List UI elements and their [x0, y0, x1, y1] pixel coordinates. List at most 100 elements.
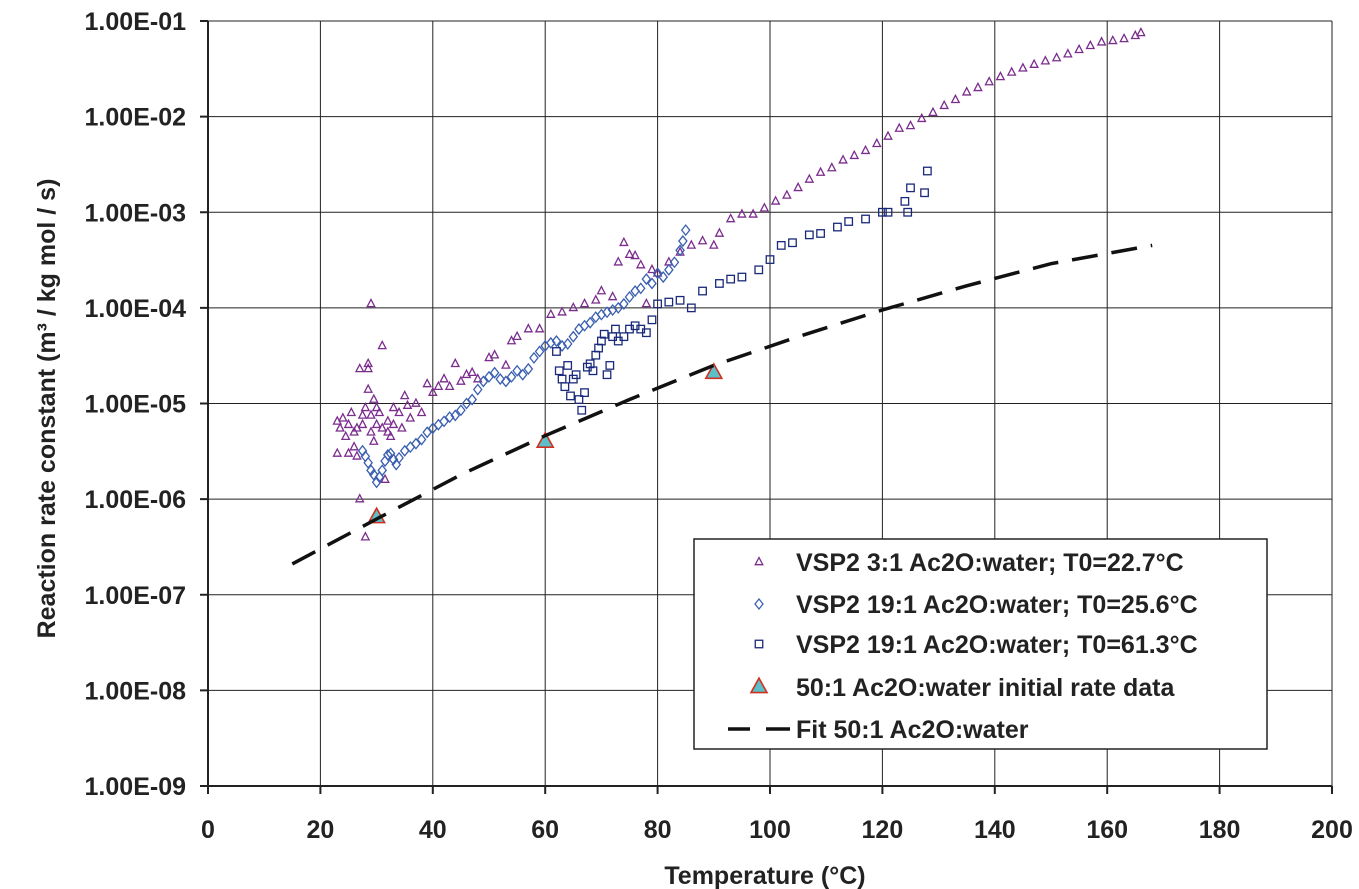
data-point	[568, 301, 579, 312]
data-point	[849, 149, 860, 160]
data-point	[416, 433, 427, 446]
data-point	[377, 422, 388, 432]
data-point	[906, 183, 915, 193]
y-tick-label: 1.00E-01	[85, 8, 187, 36]
data-point	[591, 350, 601, 360]
data-point	[697, 235, 708, 245]
data-point	[439, 415, 449, 428]
data-point	[557, 374, 567, 384]
data-point	[577, 405, 587, 415]
data-point	[366, 409, 376, 419]
data-point	[506, 335, 517, 345]
data-point	[602, 370, 612, 380]
x-tick-label: 40	[419, 816, 447, 844]
data-point	[653, 299, 662, 309]
data-point	[371, 401, 382, 412]
data-point	[1018, 62, 1028, 72]
data-point	[552, 347, 561, 356]
data-point	[984, 76, 995, 86]
data-point	[759, 202, 770, 212]
data-point	[894, 122, 905, 132]
data-point	[641, 273, 652, 286]
data-point	[928, 106, 938, 117]
data-point	[599, 329, 609, 339]
data-point	[383, 448, 393, 461]
data-point	[708, 239, 719, 249]
data-point	[714, 227, 725, 237]
data-point	[354, 363, 365, 373]
data-point	[368, 468, 379, 481]
data-point	[737, 272, 747, 282]
data-point	[388, 453, 399, 466]
data-point	[607, 291, 618, 301]
data-point	[366, 298, 376, 308]
data-point	[833, 222, 842, 232]
data-point	[1063, 48, 1073, 58]
y-tick-label: 1.00E-02	[85, 104, 186, 132]
data-point	[545, 308, 556, 318]
data-point	[652, 267, 663, 280]
data-point	[368, 435, 379, 445]
data-point	[585, 316, 595, 329]
data-point	[878, 207, 887, 217]
data-point	[590, 294, 601, 304]
data-point	[765, 255, 775, 264]
data-point	[715, 279, 724, 288]
data-point	[489, 366, 500, 379]
data-point	[635, 282, 646, 295]
data-point	[624, 290, 635, 304]
data-point	[678, 234, 688, 248]
legend-label: 50:1 Ac2O:water initial rate data	[796, 674, 1175, 702]
data-point	[804, 230, 814, 240]
data-point	[467, 393, 477, 406]
data-point	[368, 393, 379, 403]
data-point	[456, 404, 466, 417]
y-tick-label: 1.00E-09	[85, 773, 186, 801]
data-point	[613, 256, 624, 266]
data-point	[363, 456, 374, 469]
data-point	[686, 303, 696, 313]
data-point	[461, 368, 472, 379]
data-point	[332, 447, 343, 457]
data-point	[371, 418, 382, 429]
data-point	[433, 380, 444, 391]
data-point	[557, 306, 567, 316]
data-point	[883, 130, 893, 140]
data-point	[383, 426, 393, 436]
data-point	[579, 319, 590, 332]
series-3	[552, 166, 932, 415]
data-point	[680, 224, 691, 237]
data-point	[568, 330, 579, 343]
y-tick-label: 1.00E-03	[85, 199, 186, 227]
data-series	[291, 27, 1153, 566]
data-point	[770, 195, 781, 205]
data-point	[793, 181, 803, 192]
legend-label: VSP2 19:1 Ac2O:water; T0=61.3°C	[796, 631, 1198, 659]
data-point	[647, 277, 657, 290]
data-point	[704, 362, 724, 380]
data-point	[641, 298, 652, 308]
data-point	[903, 207, 913, 217]
data-point	[1029, 58, 1039, 68]
legend-label: Fit 50:1 Ac2O:water	[796, 716, 1029, 744]
data-point	[1119, 32, 1129, 43]
data-point	[495, 373, 506, 386]
data-point	[385, 430, 396, 441]
x-tick-label: 140	[974, 816, 1016, 844]
data-point	[1136, 27, 1146, 37]
data-point	[1085, 39, 1096, 50]
data-point	[860, 144, 871, 155]
data-point	[360, 531, 371, 541]
data-point	[669, 256, 680, 269]
series-5	[291, 243, 1153, 566]
y-tick-label: 1.00E-06	[85, 486, 186, 514]
data-point	[363, 357, 373, 368]
data-point	[374, 406, 385, 417]
data-point	[512, 330, 522, 341]
data-point	[804, 173, 815, 183]
legend-marker	[754, 597, 764, 611]
data-point	[675, 244, 685, 257]
data-point	[961, 86, 972, 96]
legend-entry: VSP2 19:1 Ac2O:water; T0=61.3°C	[754, 631, 1198, 659]
data-point	[619, 236, 629, 247]
